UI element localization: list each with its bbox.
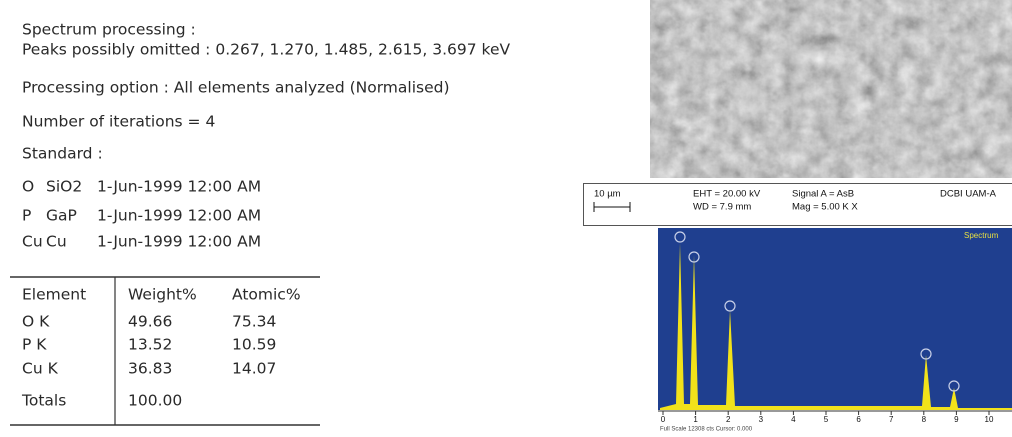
report-line: Peaks possibly omitted : 0.267, 1.270, 1…	[22, 41, 510, 59]
table-header: Weight%	[128, 286, 197, 304]
table-header: Element	[22, 286, 86, 304]
table-cell: 14.07	[232, 360, 276, 378]
report: Spectrum processing : Peaks possibly omit…	[22, 21, 510, 251]
table-cell: Totals	[21, 392, 66, 410]
table-cell: 36.83	[128, 360, 172, 378]
standard-cell: 1-Jun-1999 12:00 AM	[97, 207, 261, 225]
report-line: Spectrum processing :	[22, 21, 196, 39]
x-tick-label: 4	[791, 415, 796, 424]
report-line: Number of iterations = 4	[22, 113, 215, 131]
table-cell: 10.59	[232, 336, 276, 354]
x-tick-label: 9	[954, 415, 959, 424]
x-tick-label: 8	[922, 415, 927, 424]
standard-cell: Cu	[46, 233, 67, 251]
x-tick-label: 7	[889, 415, 894, 424]
x-tick-label: 10	[985, 415, 994, 424]
spectrum: Spectrum 0 1 2 3 4 5 6 7 8 9 10 Full Scale 12308 c…	[658, 228, 1012, 433]
standard-cell: SiO2	[46, 178, 82, 196]
standard-cell: P	[22, 207, 31, 225]
wd: WD = 7.9 mm	[693, 202, 751, 213]
table-cell: O K	[22, 313, 50, 331]
x-tick-label: 5	[824, 415, 829, 424]
sem-info-bar: 10 µm EHT = 20.00 kV WD = 7.9 mm Signal …	[584, 184, 1012, 226]
table-cell: 13.52	[128, 336, 172, 354]
table-cell: 75.34	[232, 313, 276, 331]
x-tick-label: 1	[693, 415, 698, 424]
eht: EHT = 20.00 kV	[693, 189, 761, 200]
spectrum-label: Spectrum	[964, 231, 999, 240]
sem-image	[650, 0, 1012, 178]
table-cell: Cu K	[22, 360, 59, 378]
x-tick-label: 3	[759, 415, 764, 424]
table-header: Atomic%	[232, 286, 301, 304]
results-table: Element Weight% Atomic% O K 49.66 75.34 P K 13.…	[10, 277, 320, 425]
report-line: Processing option : All elements analyze…	[22, 79, 450, 97]
x-tick-label: 0	[661, 415, 666, 424]
lab: DCBI UAM-A	[940, 189, 997, 200]
spectrum-bg	[658, 228, 1012, 410]
scale-label: 10 µm	[594, 189, 621, 200]
table-cell: P K	[22, 336, 47, 354]
x-tick-label: 6	[856, 415, 861, 424]
spectrum-footer: Full Scale 12308 cts Cursor: 0.000	[660, 427, 753, 433]
mag: Mag = 5.00 K X	[792, 202, 858, 213]
standard-cell: GaP	[46, 207, 77, 225]
table-cell: 49.66	[128, 313, 172, 331]
standard-cell: Cu	[22, 233, 43, 251]
x-tick-label: 2	[726, 415, 731, 424]
table-cell: 100.00	[128, 392, 182, 410]
standard-cell: 1-Jun-1999 12:00 AM	[97, 178, 261, 196]
page: {"report": { "lines": ["Spectrum process…	[0, 0, 1012, 433]
signal: Signal A = AsB	[792, 189, 854, 200]
document: Spectrum processing : Peaks possibly omit…	[0, 0, 1012, 433]
standard-cell: 1-Jun-1999 12:00 AM	[97, 233, 261, 251]
report-line: Standard :	[22, 145, 103, 163]
standard-cell: O	[22, 178, 34, 196]
